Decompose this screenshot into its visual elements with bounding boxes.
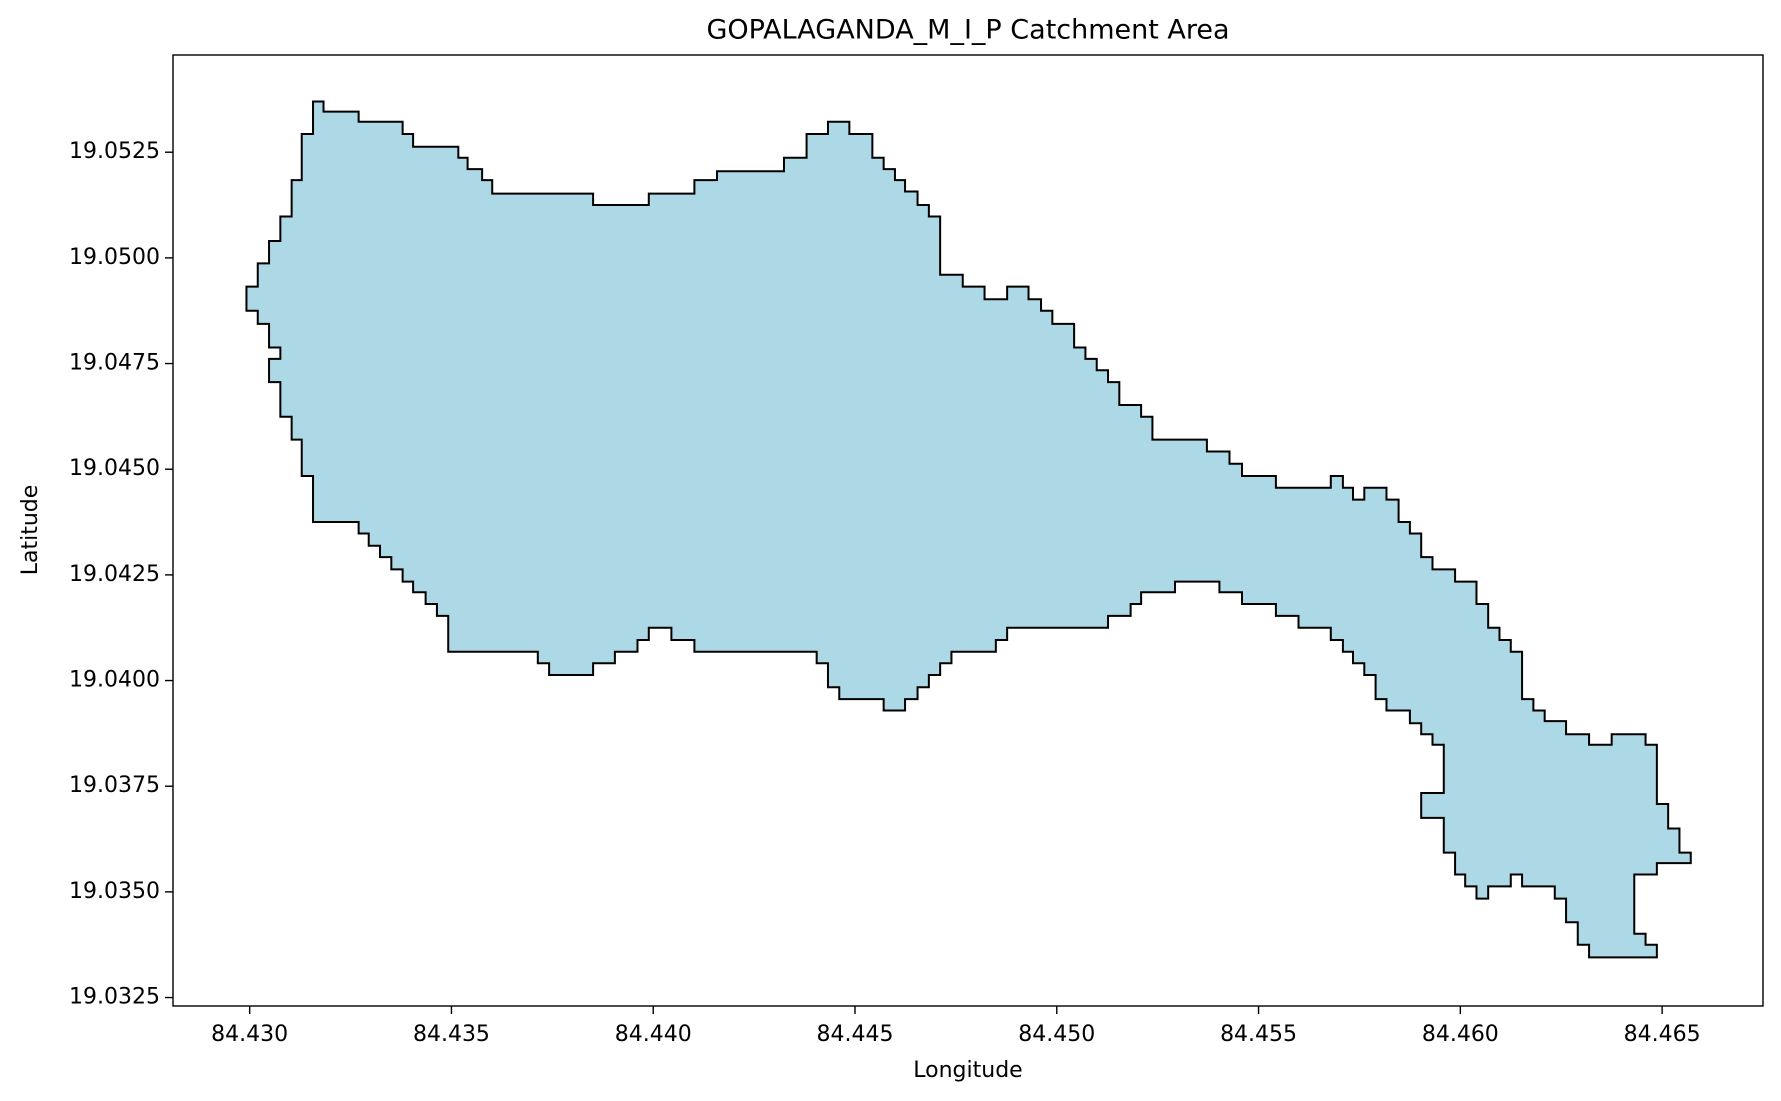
catchment-polygon bbox=[245, 100, 1692, 959]
x-tick-label: 84.455 bbox=[1220, 1022, 1297, 1047]
y-tick-label: 19.0325 bbox=[69, 985, 160, 1010]
x-tick-label: 84.445 bbox=[817, 1022, 894, 1047]
y-tick-label: 19.0375 bbox=[69, 773, 160, 798]
x-tick-label: 84.435 bbox=[413, 1022, 490, 1047]
y-axis-label: Latitude bbox=[18, 485, 43, 576]
x-tick-label: 84.430 bbox=[211, 1022, 288, 1047]
y-tick-label: 19.0400 bbox=[69, 668, 160, 693]
chart-title: GOPALAGANDA_M_I_P Catchment Area bbox=[706, 15, 1229, 46]
x-tick-label: 84.440 bbox=[615, 1022, 692, 1047]
x-axis-label: Longitude bbox=[913, 1058, 1022, 1083]
x-tick-label: 84.460 bbox=[1422, 1022, 1499, 1047]
y-tick-label: 19.0500 bbox=[69, 245, 160, 270]
y-tick-label: 19.0450 bbox=[69, 456, 160, 481]
y-tick-label: 19.0525 bbox=[69, 139, 160, 164]
y-tick-label: 19.0475 bbox=[69, 351, 160, 376]
plot-frame bbox=[172, 54, 1764, 1007]
y-tick-label: 19.0425 bbox=[69, 562, 160, 587]
x-tick-label: 84.465 bbox=[1624, 1022, 1701, 1047]
x-tick-label: 84.450 bbox=[1018, 1022, 1095, 1047]
y-tick-label: 19.0350 bbox=[69, 879, 160, 904]
